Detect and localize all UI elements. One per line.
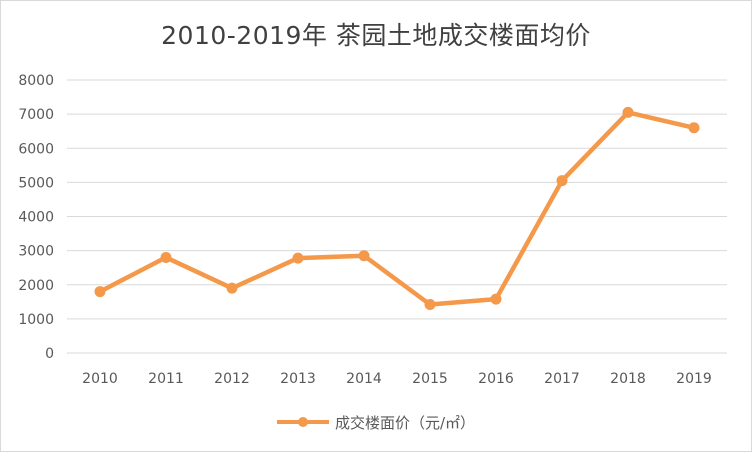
x-tick-label: 2016 — [478, 371, 514, 387]
data-point — [94, 286, 106, 298]
x-tick-label: 2011 — [148, 371, 184, 387]
legend-marker-icon — [276, 417, 329, 427]
legend: 成交楼面价（元/㎡） — [0, 410, 752, 434]
chart-title: 2010-2019年 茶园土地成交楼面均价 — [161, 21, 591, 50]
data-point — [358, 250, 370, 262]
data-point — [160, 251, 172, 263]
y-tick-label: 7000 — [18, 107, 54, 123]
x-tick-label: 2015 — [412, 371, 448, 387]
series-path — [97, 110, 697, 307]
y-tick-label: 5000 — [18, 175, 54, 191]
x-tick-label: 2017 — [544, 371, 580, 387]
data-point — [556, 175, 568, 187]
gridlines — [67, 79, 727, 354]
data-point — [490, 293, 502, 305]
legend-item: 成交楼面价（元/㎡） — [276, 412, 476, 433]
x-tick-label: 2019 — [676, 371, 712, 387]
x-axis-ticks: 2010 2011 2012 2013 2014 2015 2016 2017 2018 2019 — [82, 371, 712, 387]
data-point — [424, 299, 436, 311]
y-tick-label: 3000 — [18, 244, 54, 260]
data-point — [622, 106, 634, 118]
y-tick-label: 6000 — [18, 141, 54, 157]
series-line — [94, 106, 700, 311]
y-tick-label: 0 — [45, 346, 54, 362]
x-tick-label: 2013 — [280, 371, 316, 387]
x-tick-label: 2018 — [610, 371, 646, 387]
y-axis-ticks: 0 1000 2000 3000 4000 5000 6000 7000 8000 — [18, 73, 54, 362]
y-tick-label: 4000 — [18, 210, 54, 226]
data-point — [226, 282, 238, 294]
x-tick-label: 2012 — [214, 371, 250, 387]
y-tick-label: 2000 — [18, 278, 54, 294]
x-tick-label: 2010 — [82, 371, 118, 387]
data-point — [292, 252, 304, 264]
data-point — [688, 122, 700, 134]
x-tick-label: 2014 — [346, 371, 382, 387]
y-tick-label: 8000 — [18, 73, 54, 89]
y-tick-label: 1000 — [18, 312, 54, 328]
legend-label: 成交楼面价（元/㎡） — [334, 413, 476, 432]
